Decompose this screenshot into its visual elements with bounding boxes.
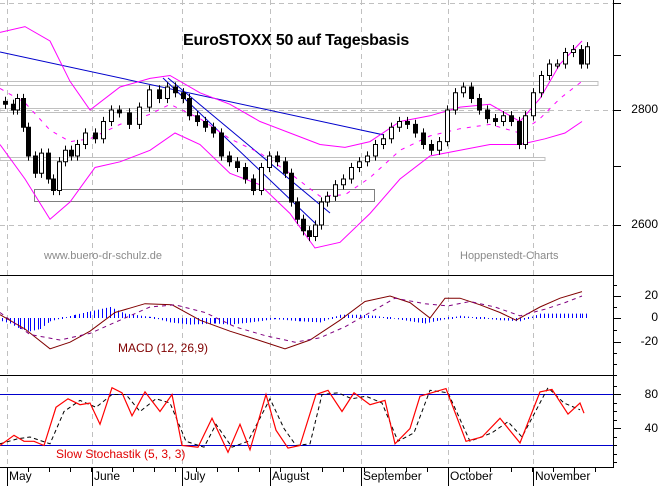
month-label: November — [535, 469, 591, 483]
chart-title: EuroSTOXX 50 auf Tagesbasis — [183, 32, 410, 49]
month-label: May — [9, 469, 32, 483]
macd-label: MACD (12, 26,9) — [118, 341, 209, 355]
y-tick-label: 20 — [644, 288, 658, 302]
month-label: August — [272, 469, 310, 483]
y-tick-label: 40 — [644, 421, 658, 435]
month-label: June — [94, 469, 121, 483]
price-candles — [3, 42, 590, 242]
watermark-right: Hoppenstedt-Charts — [460, 250, 559, 262]
y-tick-label: 2600 — [631, 217, 658, 231]
y-tick-label: 0 — [651, 310, 658, 324]
panel-borders — [0, 0, 614, 468]
right-axis-ticks — [613, 3, 621, 463]
y-tick-label: -20 — [640, 334, 658, 348]
bottom-axis-ticks — [7, 467, 596, 486]
y-tick-label: 80 — [644, 387, 658, 401]
stochastic-label: Slow Stochastik (5, 3, 3) — [56, 447, 186, 461]
month-gridlines — [7, 0, 534, 467]
resistance-levels — [0, 81, 599, 202]
month-label: July — [184, 469, 206, 483]
stochastic-panel — [0, 386, 613, 454]
watermark-left: www.buero-dr-schulz.de — [44, 250, 162, 262]
month-label: October — [450, 469, 493, 483]
y-tick-label: 2800 — [631, 102, 658, 116]
price-gridlines — [0, 3, 613, 226]
macd-panel — [0, 291, 587, 350]
month-label: September — [363, 469, 422, 483]
